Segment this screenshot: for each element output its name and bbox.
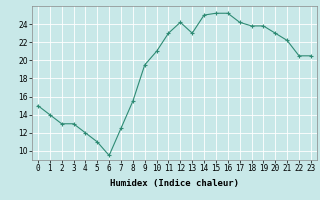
X-axis label: Humidex (Indice chaleur): Humidex (Indice chaleur): [110, 179, 239, 188]
